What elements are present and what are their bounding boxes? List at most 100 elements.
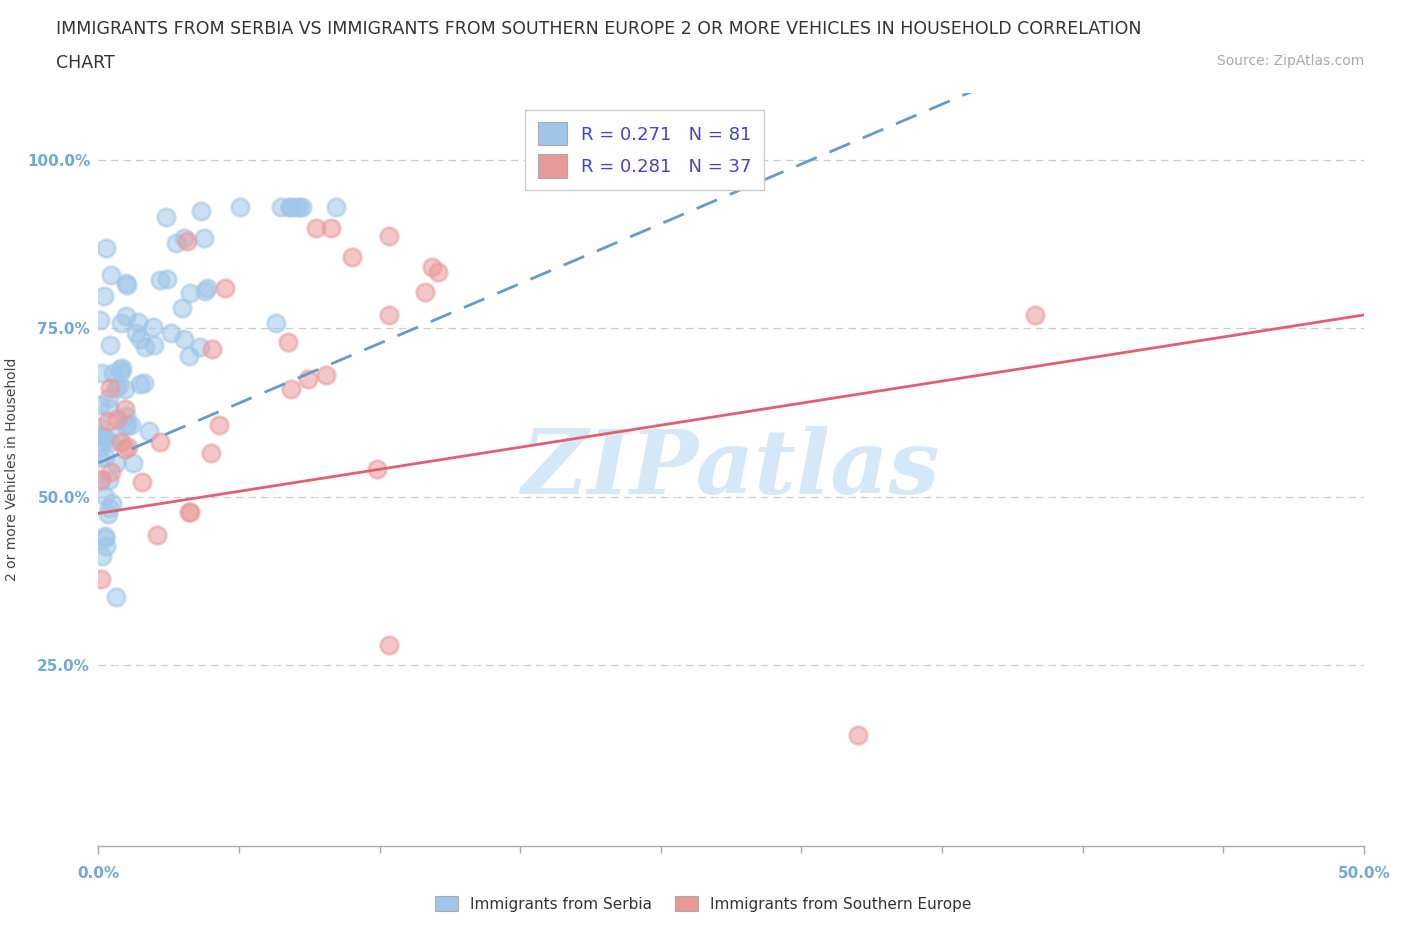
Text: CHART: CHART bbox=[56, 54, 115, 72]
Point bbox=[285, 200, 308, 215]
Point bbox=[101, 365, 124, 380]
Point bbox=[105, 429, 128, 444]
Point bbox=[91, 365, 114, 380]
Point bbox=[378, 229, 401, 244]
Point bbox=[93, 430, 115, 445]
Point bbox=[114, 382, 136, 397]
Point bbox=[96, 413, 118, 428]
Point bbox=[127, 314, 149, 329]
Point bbox=[100, 267, 122, 282]
Point bbox=[179, 505, 201, 520]
Point bbox=[270, 200, 292, 215]
Point bbox=[190, 339, 212, 354]
Point bbox=[90, 549, 112, 564]
Text: IMMIGRANTS FROM SERBIA VS IMMIGRANTS FROM SOUTHERN EUROPE 2 OR MORE VEHICLES IN : IMMIGRANTS FROM SERBIA VS IMMIGRANTS FRO… bbox=[56, 20, 1142, 38]
Point bbox=[325, 200, 347, 215]
Point bbox=[89, 451, 111, 466]
Point bbox=[115, 409, 138, 424]
Point bbox=[280, 381, 302, 396]
Point bbox=[277, 335, 299, 350]
Point bbox=[90, 472, 112, 486]
Point bbox=[288, 200, 311, 215]
Point bbox=[122, 456, 145, 471]
Point bbox=[110, 315, 132, 330]
Point bbox=[105, 412, 128, 427]
Point bbox=[97, 401, 120, 416]
Point bbox=[315, 368, 337, 383]
Legend: R = 0.271   N = 81, R = 0.281   N = 37: R = 0.271 N = 81, R = 0.281 N = 37 bbox=[524, 110, 763, 191]
Point bbox=[90, 572, 112, 587]
Point bbox=[366, 461, 388, 476]
Point bbox=[98, 472, 121, 487]
Point bbox=[125, 326, 148, 340]
Point bbox=[177, 349, 200, 364]
Point bbox=[1024, 308, 1046, 323]
Point bbox=[413, 285, 436, 299]
Point bbox=[200, 445, 222, 460]
Point bbox=[165, 236, 187, 251]
Text: ZIPatlas: ZIPatlas bbox=[523, 426, 939, 513]
Point bbox=[142, 319, 165, 334]
Point bbox=[114, 418, 136, 433]
Point bbox=[93, 288, 115, 303]
Point bbox=[108, 378, 131, 392]
Point bbox=[291, 200, 314, 215]
Point bbox=[172, 301, 194, 316]
Point bbox=[100, 338, 122, 352]
Point bbox=[420, 259, 443, 274]
Point bbox=[105, 590, 128, 604]
Point bbox=[94, 488, 117, 503]
Point bbox=[120, 418, 142, 432]
Point bbox=[173, 231, 195, 246]
Point bbox=[101, 496, 124, 511]
Point bbox=[93, 430, 115, 445]
Point bbox=[89, 428, 111, 443]
Point bbox=[195, 281, 218, 296]
Point bbox=[105, 380, 128, 395]
Point bbox=[94, 240, 117, 255]
Point bbox=[111, 361, 134, 376]
Point bbox=[89, 312, 111, 327]
Point bbox=[145, 527, 167, 542]
Point bbox=[278, 200, 301, 215]
Point bbox=[264, 315, 287, 330]
Point bbox=[160, 326, 183, 340]
Point bbox=[173, 331, 195, 346]
Point bbox=[110, 362, 132, 377]
Point bbox=[114, 442, 136, 457]
Point bbox=[89, 439, 111, 454]
Point bbox=[89, 397, 111, 412]
Point bbox=[143, 338, 166, 352]
Point bbox=[110, 365, 132, 379]
Point bbox=[426, 265, 449, 280]
Point bbox=[194, 284, 217, 299]
Point bbox=[179, 505, 201, 520]
Point bbox=[148, 272, 170, 287]
Point bbox=[115, 417, 138, 432]
Point bbox=[117, 440, 139, 455]
Y-axis label: 2 or more Vehicles in Household: 2 or more Vehicles in Household bbox=[4, 358, 18, 581]
Point bbox=[110, 435, 132, 450]
Point bbox=[342, 250, 364, 265]
Point bbox=[190, 204, 212, 219]
Point bbox=[128, 377, 150, 392]
Point bbox=[93, 450, 115, 465]
Point bbox=[149, 434, 172, 449]
Point bbox=[156, 272, 179, 286]
Point bbox=[201, 341, 224, 356]
Point bbox=[90, 473, 112, 488]
Point bbox=[304, 220, 326, 235]
Point bbox=[229, 200, 252, 215]
Point bbox=[98, 380, 121, 395]
Point bbox=[94, 539, 117, 554]
Point bbox=[98, 391, 121, 405]
Point bbox=[846, 728, 869, 743]
Point bbox=[115, 277, 138, 292]
Point bbox=[94, 432, 117, 447]
Point bbox=[278, 200, 301, 215]
Point bbox=[93, 528, 115, 543]
Point bbox=[96, 507, 118, 522]
Point bbox=[208, 418, 231, 432]
Point bbox=[138, 424, 160, 439]
Point bbox=[155, 210, 177, 225]
